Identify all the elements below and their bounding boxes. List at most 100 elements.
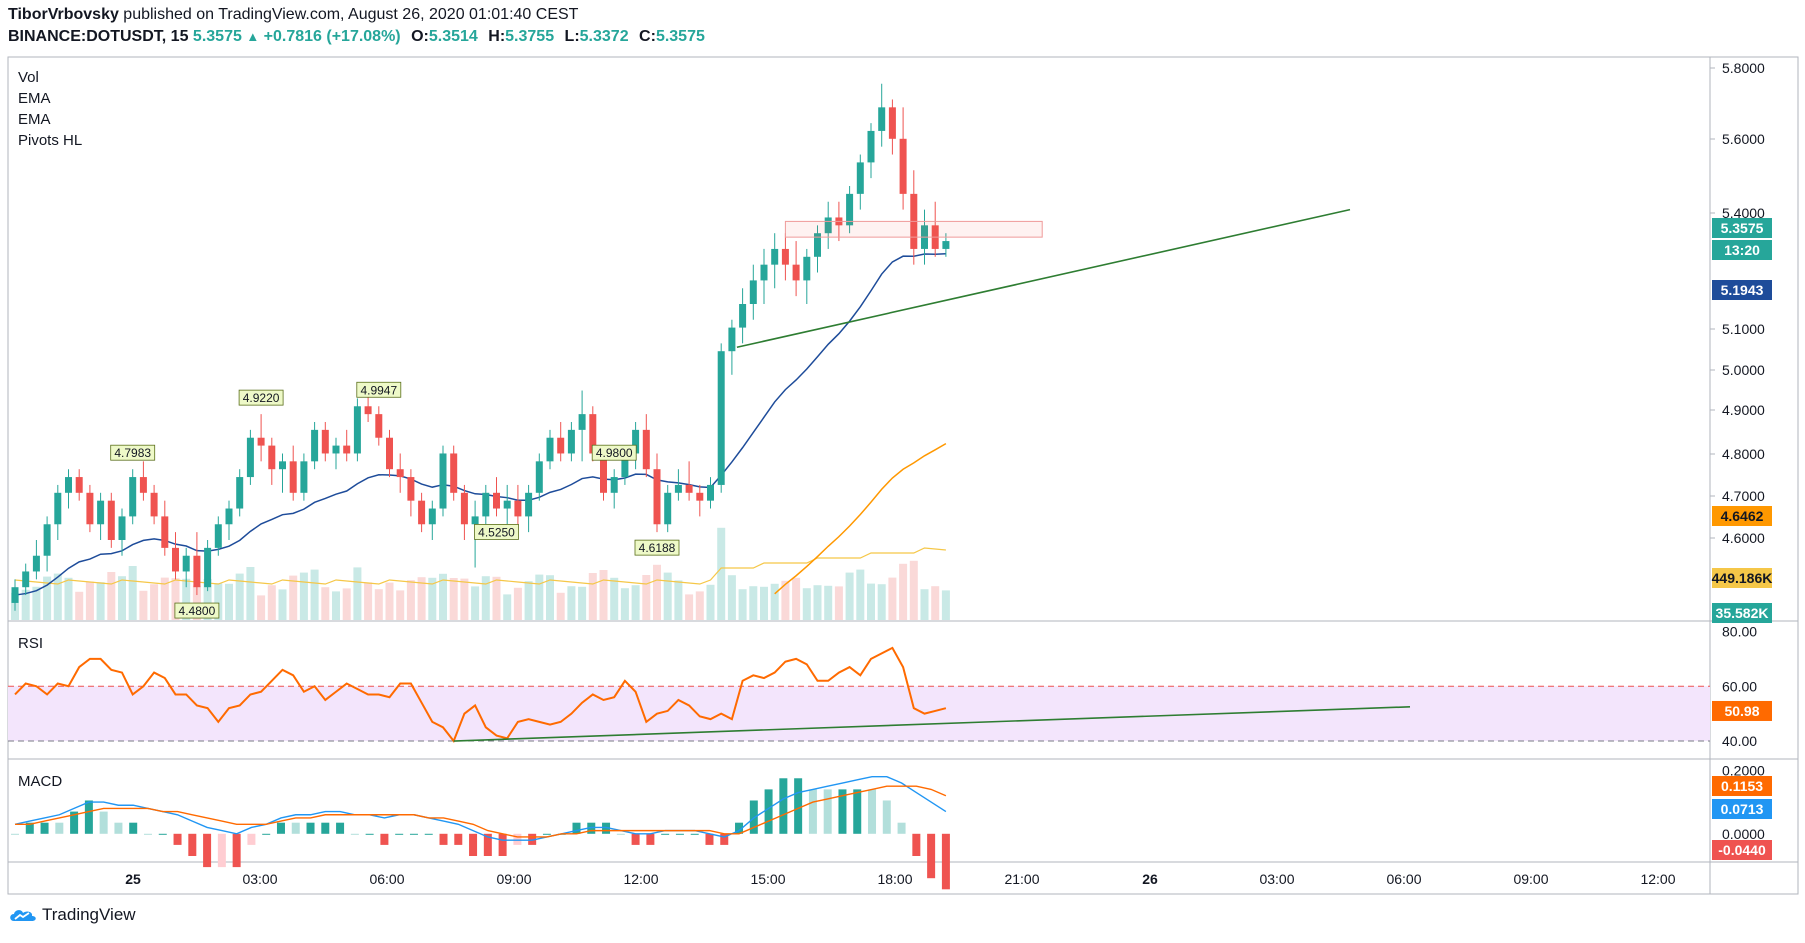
volume-bar	[203, 579, 212, 620]
macd-histogram-bar	[11, 833, 19, 835]
macd-histogram-bar	[882, 800, 891, 834]
volume-bar	[396, 590, 405, 620]
volume-bar	[214, 583, 223, 620]
volume-bar	[171, 578, 180, 620]
macd-histogram-bar	[794, 778, 803, 834]
volume-ma-badge-text: 449.186K	[1712, 570, 1773, 586]
resistance-zone	[784, 220, 1043, 238]
volume-bar	[417, 577, 426, 620]
pivot-label-text: 4.6188	[639, 541, 676, 555]
candle-body	[311, 429, 319, 462]
price-axis-label: 4.7000	[1722, 488, 1765, 504]
macd-histogram-bar	[764, 789, 773, 834]
legend-pivots[interactable]: Pivots HL	[18, 132, 82, 149]
brand-name: TradingView	[42, 905, 136, 924]
macd-pane-title[interactable]: MACD	[18, 773, 62, 790]
pivot-label: 4.7983	[110, 444, 156, 461]
macd-histogram-bar	[143, 833, 152, 835]
macd-histogram-bar	[483, 833, 492, 856]
volume-bar	[225, 583, 233, 620]
symbol-name: BINANCE:DOTUSDT, 15	[8, 28, 189, 45]
candle-body	[257, 437, 265, 446]
support-trendline	[736, 208, 1351, 349]
pivot-label-box	[110, 444, 156, 461]
candle-body	[343, 445, 351, 454]
rsi-pane-title[interactable]: RSI	[18, 635, 43, 652]
price-axis-label: 4.6000	[1722, 530, 1765, 546]
volume-bar	[877, 584, 886, 620]
candle-body	[332, 445, 340, 454]
ema-fast-badge-bg	[1712, 280, 1772, 300]
macd-histogram-bar	[927, 833, 936, 879]
ema-fast-line	[14, 253, 946, 596]
candle-body	[814, 233, 821, 257]
candle-body	[139, 477, 147, 493]
volume-bar	[235, 573, 244, 620]
macd-histogram-bar	[365, 833, 374, 835]
pivot-label: 4.4800	[174, 602, 220, 619]
signal-value-badge-text: 0.0713	[1721, 801, 1764, 817]
candle-body	[396, 469, 404, 478]
time-axis-label: 09:00	[1513, 871, 1548, 887]
ema-slow-badge: 4.6462	[1712, 506, 1772, 526]
pivot-label-box	[474, 524, 519, 540]
candle-body	[749, 280, 757, 304]
candle-body	[728, 327, 736, 352]
price-axis-label: 5.4000	[1722, 205, 1765, 221]
candle-body	[386, 437, 393, 470]
candle-body	[567, 429, 575, 454]
candle-body	[246, 437, 254, 478]
candle-body	[674, 484, 682, 493]
candle-body	[182, 555, 190, 572]
cloud-logo-icon	[10, 910, 36, 921]
legend-ema-2[interactable]: EMA	[18, 111, 51, 128]
candle-body	[578, 414, 586, 430]
volume-bar	[642, 575, 651, 620]
volume-bar	[770, 583, 779, 620]
volume-bar	[428, 577, 437, 620]
publish-info: published on TradingView.com, August 26,…	[118, 6, 579, 23]
candle-body	[600, 453, 607, 493]
author-name[interactable]: TiborVrbovsky	[8, 6, 119, 23]
volume-bar	[43, 576, 52, 620]
legend-vol[interactable]: Vol	[18, 69, 39, 86]
volume-ma-line	[14, 547, 946, 585]
candle-body	[803, 256, 811, 281]
pivot-label-box	[634, 539, 680, 556]
volume-layer	[11, 527, 950, 620]
pivot-label: 4.9947	[356, 381, 402, 398]
candle-body	[899, 138, 907, 194]
tradingview-logo[interactable]: TradingView	[8, 905, 136, 925]
ema-slow-line	[774, 442, 947, 595]
volume-bar	[727, 575, 736, 620]
volume-bar	[257, 595, 266, 620]
signal-value-badge-bg	[1712, 799, 1772, 819]
candle-body	[535, 461, 543, 493]
open-value: 5.3514	[428, 28, 478, 45]
candle-body	[300, 461, 308, 493]
time-axis-label: 09:00	[496, 871, 531, 887]
volume-bar	[353, 567, 362, 620]
legend-ema-1[interactable]: EMA	[18, 90, 51, 107]
macd-histogram-bar	[424, 833, 433, 835]
volume-bar	[64, 577, 73, 620]
volume-bar	[449, 578, 458, 620]
volume-bar	[503, 594, 512, 620]
volume-bar	[321, 587, 330, 620]
rsi-line	[14, 646, 947, 744]
volume-bar	[610, 577, 619, 620]
macd-histogram-bar	[720, 833, 729, 845]
macd-histogram-bar	[217, 833, 226, 868]
volume-bar	[524, 581, 533, 620]
candle-body	[204, 547, 212, 588]
candle-body	[86, 492, 94, 525]
macd-histogram-bar	[513, 833, 522, 845]
volume-bar	[75, 591, 84, 620]
macd-histogram-bar	[853, 789, 862, 834]
macd-histogram-bar	[395, 833, 404, 835]
candle-body	[503, 500, 511, 509]
volume-bar	[278, 589, 287, 620]
rsi-trendline	[453, 706, 1411, 742]
pivot-label-box	[174, 602, 220, 619]
